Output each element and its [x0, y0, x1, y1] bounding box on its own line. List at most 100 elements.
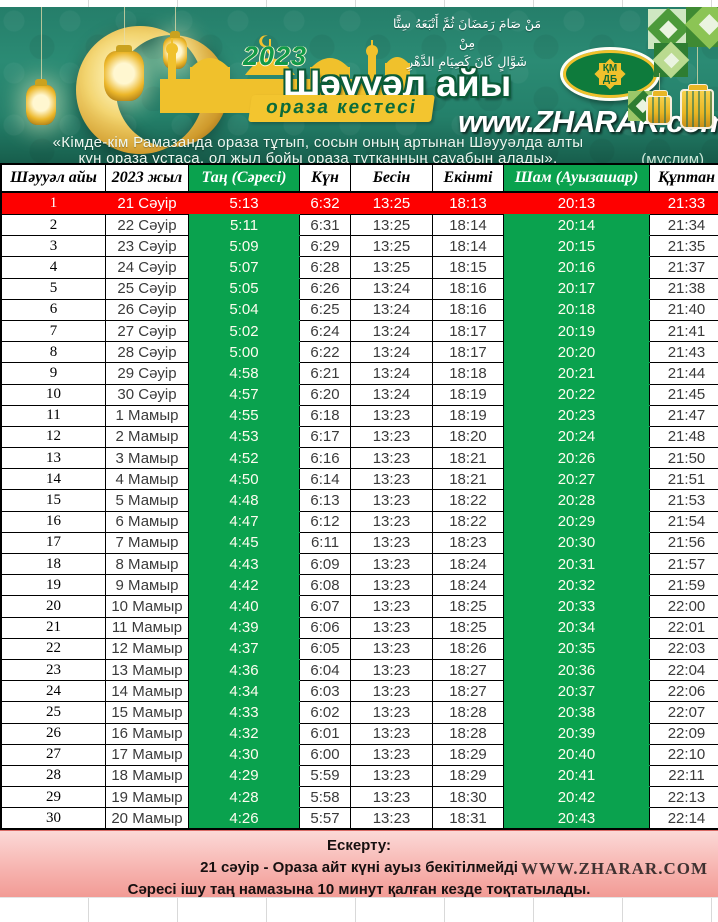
tan-time-cell: 4:43	[188, 552, 300, 576]
date-cell: 26 Сәуір	[105, 298, 189, 321]
ekinti-time-cell: 18:29	[432, 743, 504, 766]
ekinti-time-cell: 18:15	[432, 256, 504, 279]
date-cell: 12 Мамыр	[105, 637, 189, 660]
besin-time-cell: 13:23	[350, 722, 433, 745]
kun-time-cell: 6:24	[299, 319, 351, 343]
note-title: Ескерту:	[326, 837, 392, 855]
date-cell: 1 Мамыр	[105, 404, 189, 427]
table-row: 11 1 Мамыр 4:55 6:18 13:23 18:19 20:23 21:47	[0, 404, 718, 427]
sham-time-cell: 20:15	[503, 235, 650, 258]
table-row: 24 14 Мамыр 4:34 6:03 13:23 18:27 20:37 22:06	[0, 680, 718, 703]
kun-time-cell: 6:21	[299, 362, 351, 385]
besin-time-cell: 13:23	[350, 510, 433, 533]
tan-time-cell: 5:09	[188, 235, 300, 258]
quptan-time-cell: 21:33	[649, 191, 718, 215]
day-cell: 29	[0, 786, 106, 809]
quptan-time-cell: 22:00	[649, 595, 718, 618]
table-row: 9 29 Сәуір 4:58 6:21 13:24 18:18 20:21 21:44	[0, 362, 718, 385]
kun-time-cell: 6:16	[299, 447, 351, 470]
ekinti-time-cell: 18:17	[432, 319, 504, 343]
day-cell: 19	[0, 574, 106, 597]
ornament-star-icon	[646, 7, 690, 51]
sham-time-cell: 20:33	[503, 595, 650, 618]
kun-time-cell: 6:03	[299, 680, 351, 703]
day-cell: 17	[0, 531, 106, 555]
quptan-time-cell: 21:38	[649, 277, 718, 300]
day-cell: 11	[0, 404, 106, 427]
quptan-time-cell: 22:10	[649, 743, 718, 766]
day-cell: 4	[0, 256, 106, 279]
day-cell: 18	[0, 552, 106, 576]
note-line: Сәресі ішу таң намазына 10 минут қалған …	[127, 880, 591, 898]
sham-time-cell: 20:13	[503, 191, 650, 215]
tan-time-cell: 5:05	[188, 277, 300, 300]
day-cell: 20	[0, 595, 106, 618]
besin-time-cell: 13:23	[350, 616, 433, 639]
day-cell: 13	[0, 447, 106, 470]
day-cell: 16	[0, 510, 106, 533]
ekinti-time-cell: 18:25	[432, 616, 504, 639]
date-cell: 27 Сәуір	[105, 319, 189, 343]
day-cell: 6	[0, 298, 106, 321]
ekinti-time-cell: 18:27	[432, 658, 504, 682]
date-cell: 2 Мамыр	[105, 425, 189, 449]
besin-time-cell: 13:23	[350, 658, 433, 682]
besin-time-cell: 13:23	[350, 680, 433, 703]
day-cell: 24	[0, 680, 106, 703]
table-row: 20 10 Мамыр 4:40 6:07 13:23 18:25 20:33 22:00	[0, 595, 718, 618]
sham-time-cell: 20:35	[503, 637, 650, 660]
ornament-star-icon	[684, 7, 718, 49]
ekinti-time-cell: 18:17	[432, 341, 504, 364]
besin-time-cell: 13:25	[350, 256, 433, 279]
sham-time-cell: 20:26	[503, 447, 650, 470]
tan-time-cell: 5:02	[188, 319, 300, 343]
tan-time-cell: 4:26	[188, 807, 300, 830]
table-row: 14 4 Мамыр 4:50 6:14 13:23 18:21 20:27 21:51	[0, 468, 718, 491]
sham-time-cell: 20:17	[503, 277, 650, 300]
date-cell: 19 Мамыр	[105, 786, 189, 809]
table-row: 3 23 Сәуір 5:09 6:29 13:25 18:14 20:15 21:35	[0, 235, 718, 258]
tan-time-cell: 4:32	[188, 722, 300, 745]
kun-time-cell: 6:08	[299, 574, 351, 597]
quptan-time-cell: 21:56	[649, 531, 718, 555]
quptan-time-cell: 21:35	[649, 235, 718, 258]
ekinti-time-cell: 18:31	[432, 807, 504, 830]
table-row: 29 19 Мамыр 4:28 5:58 13:23 18:30 20:42 22:13	[0, 786, 718, 809]
table-row: 26 16 Мамыр 4:32 6:01 13:23 18:28 20:39 22:09	[0, 722, 718, 745]
date-cell: 15 Мамыр	[105, 701, 189, 724]
ekinti-time-cell: 18:26	[432, 637, 504, 660]
hadith-quote: «Кімде-кім Рамазанда ораза тұтып, сосын …	[18, 135, 618, 163]
kun-time-cell: 6:17	[299, 425, 351, 449]
lantern-icon	[680, 47, 714, 129]
kun-time-cell: 6:18	[299, 404, 351, 427]
besin-time-cell: 13:23	[350, 447, 433, 470]
sham-time-cell: 20:19	[503, 319, 650, 343]
ekinti-time-cell: 18:21	[432, 447, 504, 470]
quptan-time-cell: 21:47	[649, 404, 718, 427]
sham-time-cell: 20:40	[503, 743, 650, 766]
besin-time-cell: 13:24	[350, 341, 433, 364]
quptan-time-cell: 22:13	[649, 786, 718, 809]
date-cell: 23 Сәуір	[105, 235, 189, 258]
kun-time-cell: 6:11	[299, 531, 351, 555]
sham-time-cell: 20:18	[503, 298, 650, 321]
besin-time-cell: 13:24	[350, 298, 433, 321]
kun-time-cell: 5:58	[299, 786, 351, 809]
besin-time-cell: 13:23	[350, 404, 433, 427]
column-header: Күн	[299, 163, 351, 193]
sham-time-cell: 20:23	[503, 404, 650, 427]
quptan-time-cell: 21:37	[649, 256, 718, 279]
tan-time-cell: 4:55	[188, 404, 300, 427]
besin-time-cell: 13:24	[350, 277, 433, 300]
sham-time-cell: 20:22	[503, 383, 650, 406]
day-cell: 15	[0, 489, 106, 512]
quptan-time-cell: 22:11	[649, 764, 718, 788]
quptan-time-cell: 22:01	[649, 616, 718, 639]
quptan-time-cell: 21:40	[649, 298, 718, 321]
sham-time-cell: 20:43	[503, 807, 650, 830]
tan-time-cell: 4:58	[188, 362, 300, 385]
ekinti-time-cell: 18:29	[432, 764, 504, 788]
date-cell: 18 Мамыр	[105, 764, 189, 788]
sham-time-cell: 20:39	[503, 722, 650, 745]
table-row: 22 12 Мамыр 4:37 6:05 13:23 18:26 20:35 22:03	[0, 637, 718, 660]
